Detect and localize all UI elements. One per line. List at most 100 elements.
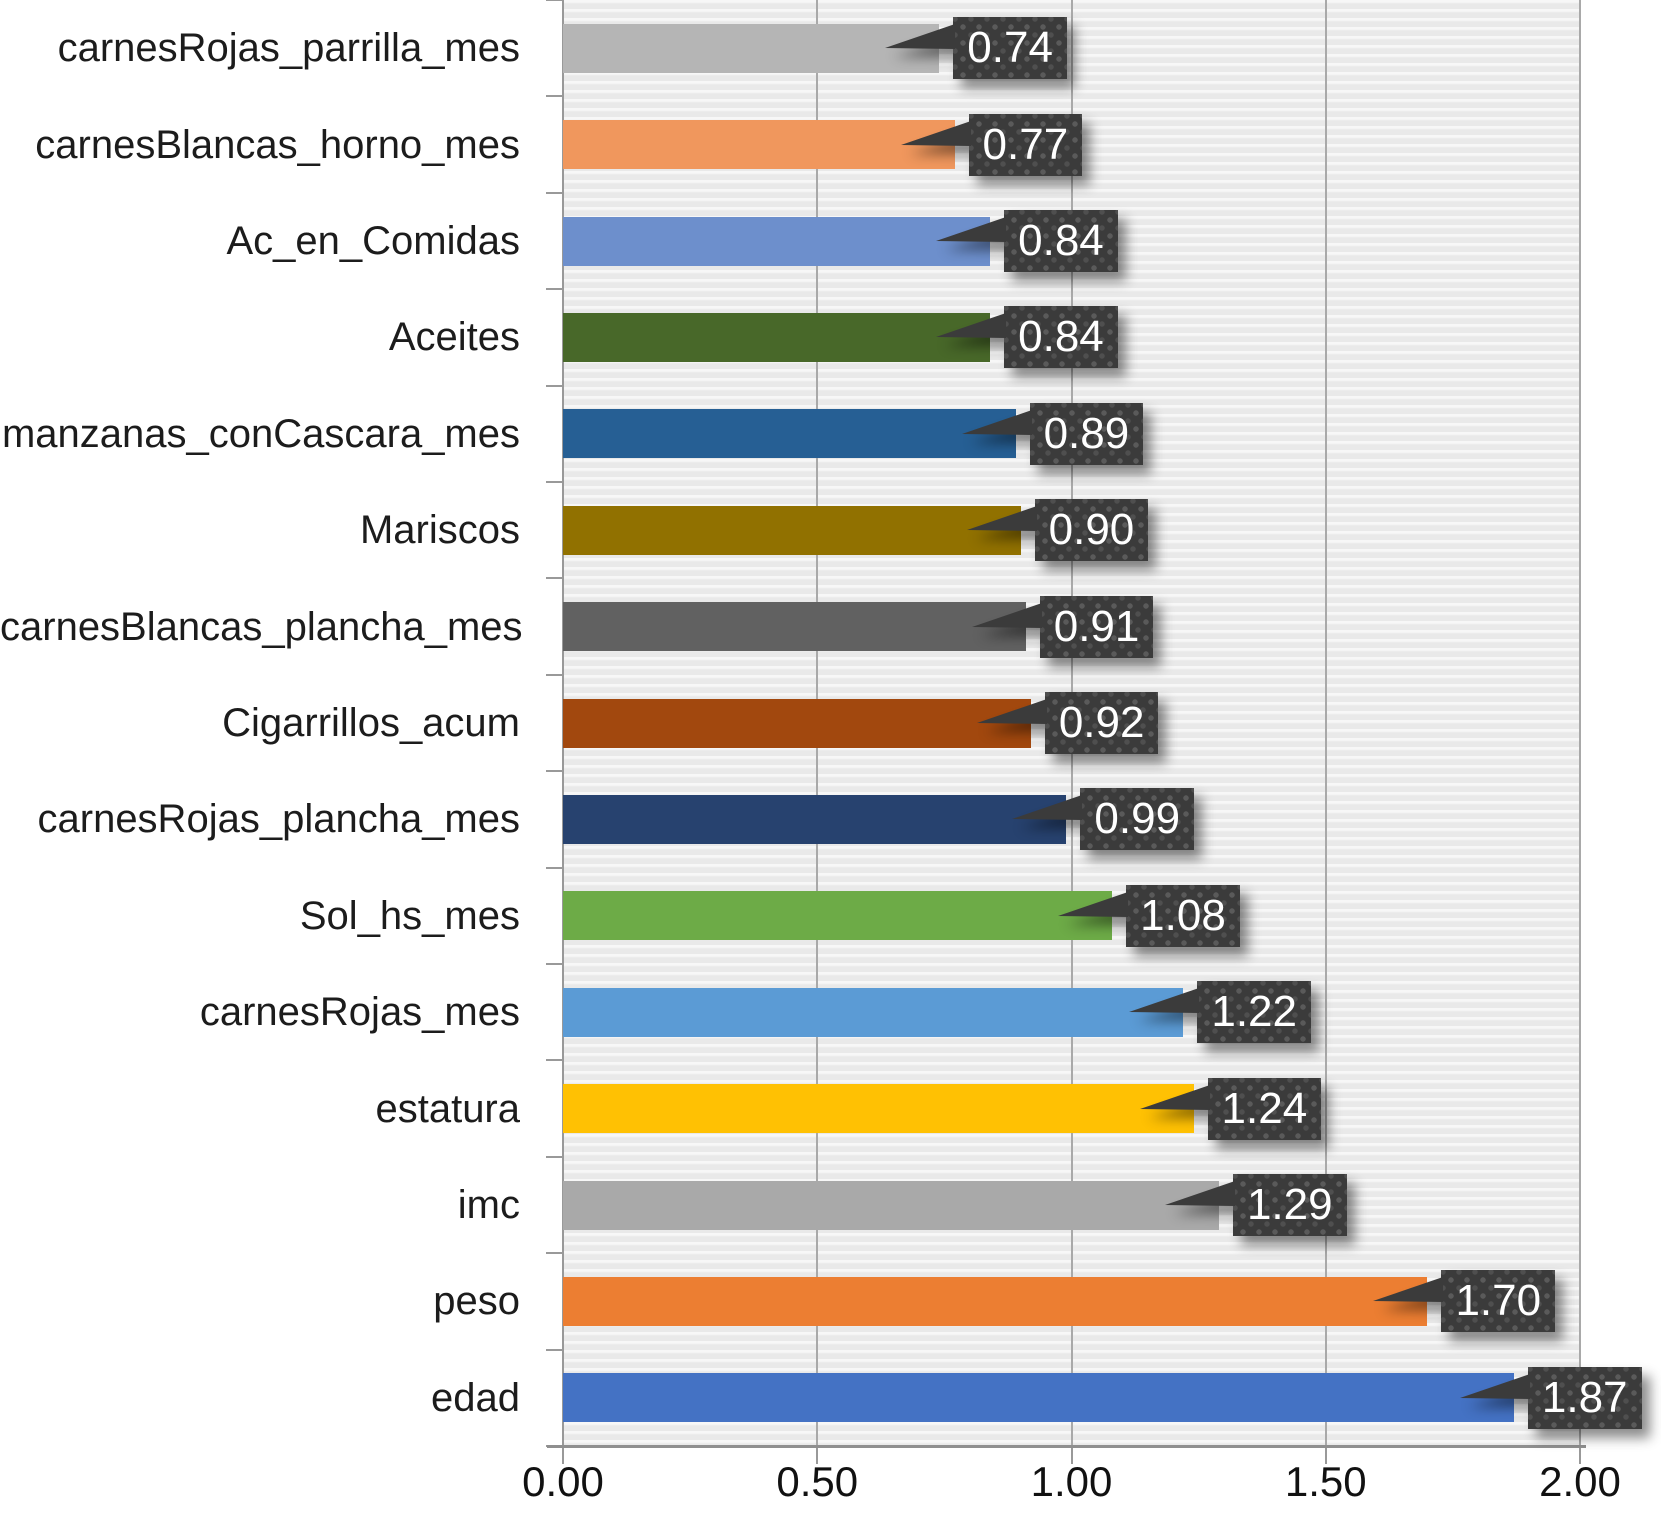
category-axis-tick bbox=[546, 191, 562, 194]
value-callout-box: 0.91 bbox=[971, 595, 1154, 658]
value-callout-box: 0.84 bbox=[936, 210, 1118, 272]
value-callout-box: 0.77 bbox=[900, 113, 1083, 176]
category-label: carnesRojas_plancha_mes bbox=[37, 797, 521, 842]
gridline bbox=[1579, 0, 1581, 1446]
bar bbox=[563, 505, 1021, 555]
callout-pointer-icon bbox=[1164, 1181, 1235, 1206]
bar bbox=[563, 602, 1026, 652]
callout-pointer-icon bbox=[1012, 795, 1083, 821]
bar bbox=[563, 1373, 1514, 1423]
bar bbox=[563, 23, 940, 73]
value-callout: 0.84 bbox=[936, 210, 1118, 272]
value-callout-box: 1.22 bbox=[1129, 981, 1311, 1044]
bar bbox=[563, 1180, 1219, 1230]
bar bbox=[563, 409, 1016, 459]
value-callout-box: 0.89 bbox=[961, 402, 1144, 465]
category-axis-tick bbox=[546, 1155, 562, 1158]
value-callout-box: 0.99 bbox=[1012, 788, 1194, 851]
category-label: carnesRojas_parrilla_mes bbox=[57, 26, 520, 71]
category-axis-tick bbox=[546, 963, 562, 965]
value-callout: 0.84 bbox=[936, 306, 1118, 369]
x-axis-tick-label: 0.50 bbox=[776, 1458, 859, 1505]
category-axis-tick bbox=[546, 770, 562, 773]
category-label: estatura bbox=[375, 1086, 520, 1131]
value-callout-box: 1.29 bbox=[1164, 1174, 1347, 1236]
gridline bbox=[1324, 0, 1327, 1446]
callout-pointer-icon bbox=[1459, 1373, 1530, 1399]
category-axis-tick bbox=[546, 1348, 562, 1351]
bar bbox=[563, 216, 991, 266]
category-label: Sol_hs_mes bbox=[299, 893, 520, 938]
category-axis-tick bbox=[546, 1252, 562, 1255]
value-callout: 0.74 bbox=[885, 17, 1067, 80]
x-axis-tick bbox=[1324, 1446, 1327, 1464]
callout-pointer-icon bbox=[1058, 891, 1129, 917]
value-callout: 1.22 bbox=[1129, 981, 1311, 1044]
category-axis-tick bbox=[546, 866, 562, 869]
value-callout: 0.99 bbox=[1012, 788, 1194, 851]
category-label: Mariscos bbox=[359, 508, 520, 553]
value-callout: 0.91 bbox=[971, 595, 1154, 658]
category-label: imc bbox=[457, 1183, 520, 1227]
callout-pointer-icon bbox=[885, 24, 956, 50]
category-axis-tick bbox=[546, 1059, 562, 1062]
category-axis-tick bbox=[546, 673, 562, 676]
category-axis-tick bbox=[546, 0, 562, 1]
category-axis-tick bbox=[546, 95, 562, 98]
x-axis-tick bbox=[816, 1446, 819, 1464]
category-label: peso bbox=[433, 1279, 520, 1324]
category-label: carnesBlancas_plancha_mes bbox=[0, 604, 523, 649]
callout-pointer-icon bbox=[936, 217, 1007, 242]
callout-pointer-icon bbox=[976, 699, 1047, 724]
callout-pointer-icon bbox=[1129, 988, 1200, 1014]
value-callout: 0.89 bbox=[961, 402, 1144, 465]
category-axis-tick bbox=[546, 288, 562, 291]
value-callout: 1.29 bbox=[1164, 1174, 1347, 1236]
x-axis-tick-label: 1.50 bbox=[1284, 1458, 1367, 1505]
x-axis-line bbox=[547, 1445, 1586, 1448]
x-axis-tick-label: 1.00 bbox=[1030, 1458, 1113, 1505]
category-label: carnesRojas_mes bbox=[199, 990, 520, 1035]
value-callout: 0.77 bbox=[900, 113, 1083, 176]
value-callout: 1.24 bbox=[1139, 1077, 1322, 1140]
bar bbox=[563, 312, 991, 362]
bar bbox=[563, 1276, 1428, 1326]
value-callout-box: 1.24 bbox=[1139, 1077, 1322, 1140]
category-label: manzanas_conCascara_mes bbox=[1, 411, 520, 456]
value-callout: 0.90 bbox=[966, 499, 1149, 562]
value-callout-box: 1.87 bbox=[1459, 1366, 1642, 1429]
category-label: edad bbox=[431, 1375, 520, 1420]
category-axis-tick bbox=[546, 577, 562, 580]
callout-pointer-icon bbox=[1139, 1084, 1210, 1110]
bar bbox=[563, 794, 1067, 844]
category-label: Aceites bbox=[388, 315, 520, 360]
callout-pointer-icon bbox=[900, 120, 971, 146]
value-callout-box: 0.74 bbox=[885, 17, 1067, 80]
bar bbox=[563, 987, 1184, 1037]
category-axis-tick bbox=[546, 384, 562, 387]
value-callout-box: 0.90 bbox=[966, 499, 1149, 562]
value-callout: 1.87 bbox=[1459, 1366, 1642, 1429]
value-callout: 0.92 bbox=[976, 692, 1159, 754]
value-callout-box: 1.08 bbox=[1058, 884, 1240, 947]
bar bbox=[563, 1084, 1194, 1134]
value-callout: 1.70 bbox=[1373, 1270, 1555, 1333]
callout-pointer-icon bbox=[1373, 1277, 1444, 1303]
callout-pointer-icon bbox=[936, 313, 1007, 339]
value-callout-box: 0.84 bbox=[936, 306, 1118, 369]
value-callout-box: 0.92 bbox=[976, 692, 1159, 754]
x-axis-tick-label: 2.00 bbox=[1539, 1458, 1621, 1505]
category-label: carnesBlancas_horno_mes bbox=[35, 122, 520, 167]
x-axis-tick bbox=[562, 1446, 564, 1464]
callout-pointer-icon bbox=[971, 602, 1042, 628]
x-axis-tick-label: 0.00 bbox=[522, 1458, 604, 1505]
category-label: Cigarrillos_acum bbox=[222, 701, 520, 745]
category-label: Ac_en_Comidas bbox=[226, 219, 521, 263]
category-axis-tick bbox=[546, 481, 562, 483]
callout-pointer-icon bbox=[966, 506, 1037, 532]
value-callout: 1.08 bbox=[1058, 884, 1240, 947]
x-axis-tick bbox=[1070, 1446, 1073, 1464]
x-axis-tick bbox=[1579, 1446, 1581, 1464]
callout-pointer-icon bbox=[961, 409, 1032, 435]
